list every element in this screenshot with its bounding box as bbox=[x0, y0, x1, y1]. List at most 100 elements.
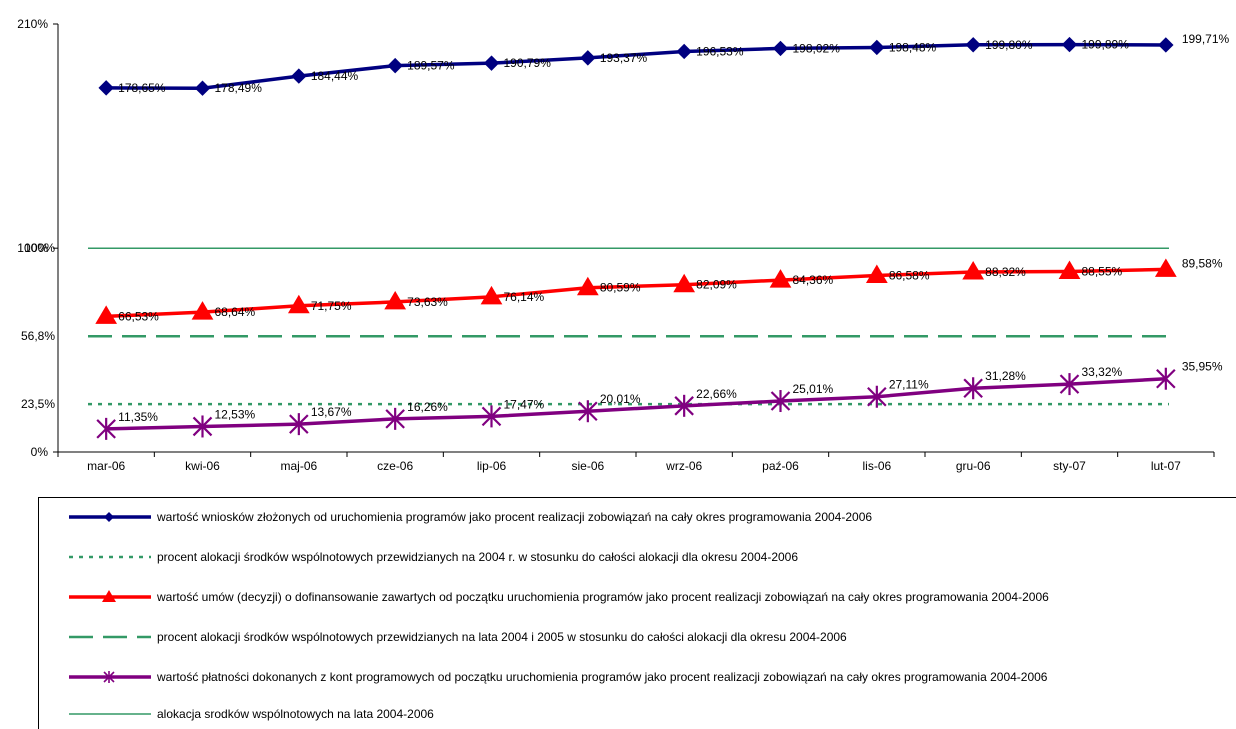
point-platnosci-7 bbox=[770, 390, 791, 413]
data-label-platnosci-3: 16,26% bbox=[407, 400, 448, 414]
legend-item-alok20042006: alokacja srodków wspólnotowych na lata 2… bbox=[39, 704, 434, 724]
point-wnioski-8 bbox=[869, 39, 885, 56]
reference-lines: 23,5% 56,8% 100% bbox=[21, 241, 1169, 411]
legend-label-wnioski: wartość wniosków złożonych od uruchomien… bbox=[157, 510, 873, 524]
data-label-umowy-11: 89,58% bbox=[1182, 256, 1223, 270]
x-tick-label-gru-06: gru-06 bbox=[956, 459, 991, 473]
x-axis-ticks: mar-06 kwi-06 maj-06 cze-06 lip-06 sie-06 wrz-… bbox=[57, 452, 1215, 473]
series-layer bbox=[95, 36, 1177, 440]
y-tick-label: 0% bbox=[31, 445, 49, 459]
data-label-wnioski-2: 184,44% bbox=[311, 69, 359, 83]
point-platnosci-10 bbox=[1059, 373, 1080, 396]
point-umowy-11 bbox=[1154, 258, 1177, 277]
point-platnosci-2 bbox=[289, 413, 309, 436]
x-tick-label-kwi-06: kwi-06 bbox=[185, 459, 220, 473]
data-label-wnioski-8: 198,48% bbox=[889, 40, 937, 54]
data-label-umowy-7: 84,36% bbox=[793, 273, 834, 287]
series-wnioski bbox=[98, 36, 1174, 96]
series-line-umowy bbox=[106, 267, 1166, 319]
point-umowy-7 bbox=[769, 269, 792, 288]
point-platnosci-11 bbox=[1156, 367, 1176, 390]
x-tick-label-cze-06: cze-06 bbox=[377, 459, 413, 473]
point-wnioski-0 bbox=[98, 80, 114, 96]
legend-item-wnioski: wartość wniosków złożonych od uruchomien… bbox=[39, 507, 872, 527]
legend-item-alok2004: procent alokacji środków wspólnotowych p… bbox=[39, 547, 798, 567]
data-label-platnosci-5: 20,01% bbox=[600, 392, 641, 406]
point-umowy-5 bbox=[576, 276, 599, 296]
ref-label-alok2004: 23,5% bbox=[21, 397, 55, 411]
x-tick-label-wrz-06: wrz-06 bbox=[665, 459, 702, 473]
point-umowy-0 bbox=[95, 305, 118, 324]
ref-label-alok20042005: 56,8% bbox=[21, 329, 55, 343]
data-label-wnioski-9: 199,80% bbox=[985, 38, 1033, 52]
point-platnosci-1 bbox=[192, 415, 213, 438]
data-label-wnioski-1: 178,49% bbox=[215, 81, 263, 95]
data-label-wnioski-6: 196,53% bbox=[696, 44, 744, 58]
point-umowy-8 bbox=[865, 264, 888, 284]
point-platnosci-9 bbox=[963, 377, 983, 400]
data-label-platnosci-6: 22,66% bbox=[696, 387, 737, 401]
point-umowy-3 bbox=[384, 290, 407, 310]
x-tick-label-maj-06: maj-06 bbox=[280, 459, 317, 473]
series-platnosci bbox=[96, 367, 1176, 440]
x-tick-label-mar-06: mar-06 bbox=[87, 459, 125, 473]
y-tick-label: 210% bbox=[17, 17, 48, 31]
legend-symbol-umowy bbox=[69, 590, 151, 602]
data-label-umowy-10: 88,55% bbox=[1082, 265, 1123, 279]
data-label-wnioski-10: 199,89% bbox=[1082, 38, 1130, 52]
point-wnioski-4 bbox=[483, 55, 500, 71]
data-label-platnosci-9: 31,28% bbox=[985, 369, 1026, 383]
point-wnioski-3 bbox=[387, 57, 403, 74]
data-label-umowy-6: 82,09% bbox=[696, 278, 737, 292]
legend: wartość wniosków złożonych od uruchomien… bbox=[38, 497, 1236, 729]
data-label-wnioski-4: 190,79% bbox=[504, 56, 552, 70]
data-label-wnioski-3: 189,57% bbox=[407, 59, 455, 73]
x-tick-label-pa-06: paź-06 bbox=[762, 459, 799, 473]
point-platnosci-0 bbox=[96, 417, 116, 440]
data-label-umowy-1: 68,64% bbox=[215, 305, 256, 319]
data-label-wnioski-11: 199,71% bbox=[1182, 32, 1230, 46]
data-label-umowy-3: 73,63% bbox=[407, 295, 448, 309]
legend-label-platnosci: wartość płatności dokonanych z kont prog… bbox=[157, 670, 1048, 684]
legend-label-alok20042006: alokacja srodków wspólnotowych na lata 2… bbox=[157, 707, 434, 721]
y-tick-label: 100% bbox=[17, 241, 48, 255]
data-label-wnioski-0: 178,65% bbox=[118, 81, 166, 95]
legend-label-alok2004: procent alokacji środków wspólnotowych p… bbox=[157, 550, 799, 564]
data-label-platnosci-11: 35,95% bbox=[1182, 360, 1223, 374]
point-umowy-6 bbox=[673, 273, 696, 293]
point-wnioski-9 bbox=[965, 37, 981, 53]
data-labels: 178,65% 178,49% 184,44% 189,57% 190,79% 193,3… bbox=[118, 32, 1229, 424]
point-wnioski-10 bbox=[1061, 36, 1078, 53]
data-label-wnioski-7: 198,02% bbox=[793, 41, 841, 55]
line-chart: mar-06 kwi-06 maj-06 cze-06 lip-06 sie-06 wrz-… bbox=[17, 17, 1229, 473]
legend-marker-wnioski bbox=[104, 512, 114, 522]
point-umowy-4 bbox=[480, 285, 503, 305]
point-wnioski-11 bbox=[1158, 37, 1174, 53]
x-tick-label-sie-06: sie-06 bbox=[571, 459, 604, 473]
data-label-platnosci-4: 17,47% bbox=[504, 397, 545, 411]
legend-label-alok20042005: procent alokacji środków wspólnotowych p… bbox=[157, 630, 847, 644]
series-line-platnosci bbox=[106, 376, 1166, 431]
series-umowy bbox=[95, 258, 1177, 324]
point-wnioski-6 bbox=[676, 43, 692, 60]
data-label-umowy-0: 66,53% bbox=[118, 309, 159, 323]
legend-symbol-alok20042006 bbox=[69, 713, 151, 715]
point-umowy-1 bbox=[191, 301, 214, 320]
point-platnosci-8 bbox=[867, 385, 887, 408]
x-tick-label-lut-07: lut-07 bbox=[1151, 459, 1181, 473]
point-platnosci-3 bbox=[385, 407, 405, 430]
x-tick-label-lis-06: lis-06 bbox=[862, 459, 891, 473]
data-label-wnioski-5: 193,37% bbox=[600, 51, 648, 65]
data-label-platnosci-7: 25,01% bbox=[793, 382, 834, 396]
point-umowy-10 bbox=[1058, 260, 1081, 280]
data-label-platnosci-8: 27,11% bbox=[889, 378, 929, 392]
y-axis-ticks: 0% 100% 210% bbox=[17, 17, 58, 459]
data-label-platnosci-0: 11,35% bbox=[118, 410, 158, 424]
data-label-platnosci-1: 12,53% bbox=[215, 407, 256, 421]
data-label-umowy-2: 71,75% bbox=[311, 299, 352, 313]
legend-item-platnosci: wartość płatności dokonanych z kont prog… bbox=[39, 667, 1047, 687]
data-label-platnosci-2: 13,67% bbox=[311, 405, 352, 419]
data-label-platnosci-10: 33,32% bbox=[1082, 365, 1123, 379]
series-line-wnioski bbox=[106, 42, 1166, 90]
data-label-umowy-5: 80,59% bbox=[600, 281, 641, 295]
